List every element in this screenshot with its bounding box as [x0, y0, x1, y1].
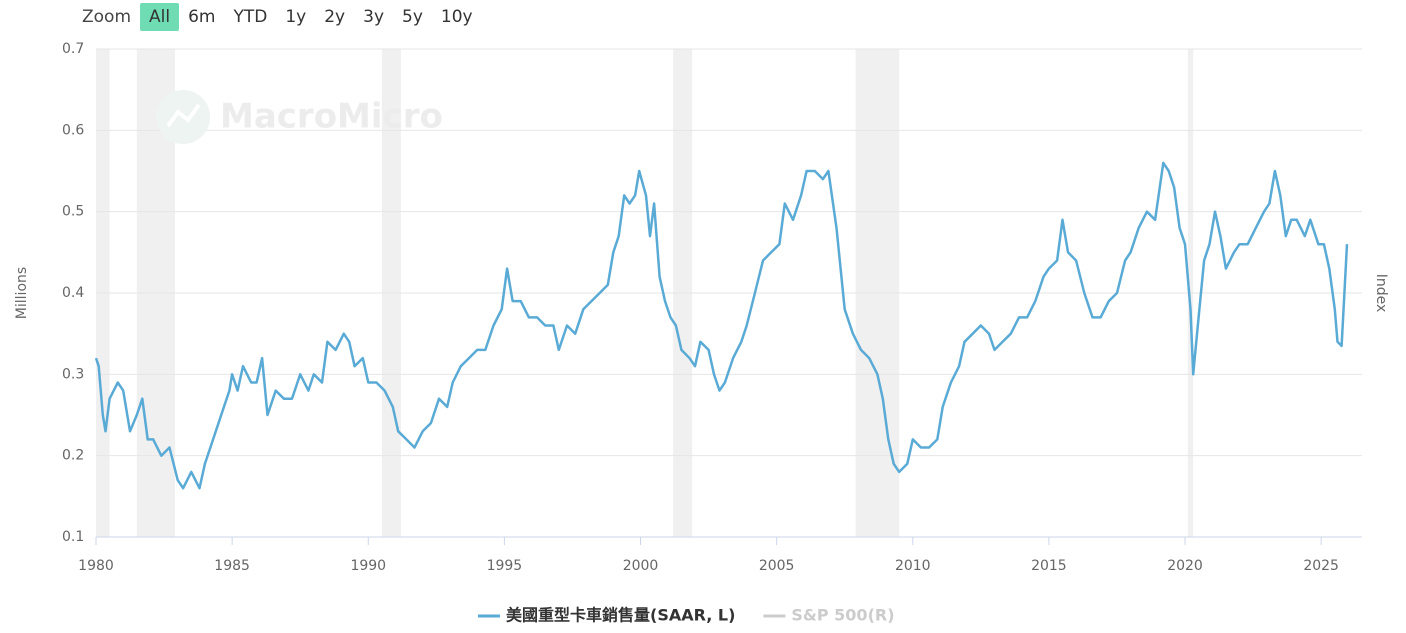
- x-tick-label: 1995: [487, 558, 523, 574]
- x-tick-label: 2005: [759, 558, 795, 574]
- x-tick-label: 2025: [1303, 558, 1339, 574]
- zoom-label: Zoom: [82, 7, 132, 27]
- y-tick-label: 0.3: [62, 366, 84, 382]
- zoom-button[interactable]: 6m: [188, 7, 216, 27]
- zoom-button[interactable]: 5y: [402, 7, 423, 27]
- legend-label[interactable]: 美國重型卡車銷售量(SAAR, L): [506, 606, 735, 625]
- y-tick-label: 0.5: [62, 204, 84, 220]
- zoom-bar: Zoom All 6m YTD 1y 2y 3y 5y 10y: [82, 2, 482, 32]
- y-tick-label: 0.6: [62, 122, 84, 138]
- x-tick-label: 1990: [350, 558, 386, 574]
- x-tick-label: 2000: [623, 558, 659, 574]
- legend-label[interactable]: S&P 500(R): [791, 606, 894, 625]
- y-tick-label: 0.7: [62, 41, 84, 57]
- y2-axis-label: Index: [1373, 274, 1389, 313]
- y-tick-label: 0.2: [62, 448, 84, 464]
- x-tick-label: 1985: [214, 558, 250, 574]
- watermark-logo-mark: [166, 103, 201, 128]
- x-tick-label: 2020: [1167, 558, 1203, 574]
- y-axis-label: Millions: [14, 267, 30, 319]
- zoom-button[interactable]: 2y: [324, 7, 346, 27]
- x-tick-label: 2015: [1031, 558, 1067, 574]
- zoom-button[interactable]: 10y: [440, 7, 473, 27]
- y-tick-label: 0.1: [62, 529, 84, 545]
- legend: 美國重型卡車銷售量(SAAR, L) S&P 500(R): [478, 606, 895, 625]
- zoom-button[interactable]: 1y: [285, 7, 307, 27]
- x-tick-label: 2010: [895, 558, 931, 574]
- y-tick-label: 0.4: [62, 285, 84, 301]
- zoom-button[interactable]: YTD: [233, 7, 268, 27]
- data-line: [94, 161, 1349, 490]
- zoom-button[interactable]: 3y: [363, 7, 385, 27]
- watermark: MacroMicro: [220, 97, 443, 137]
- zoom-button[interactable]: All: [140, 3, 180, 31]
- x-tick-label: 1980: [78, 558, 114, 574]
